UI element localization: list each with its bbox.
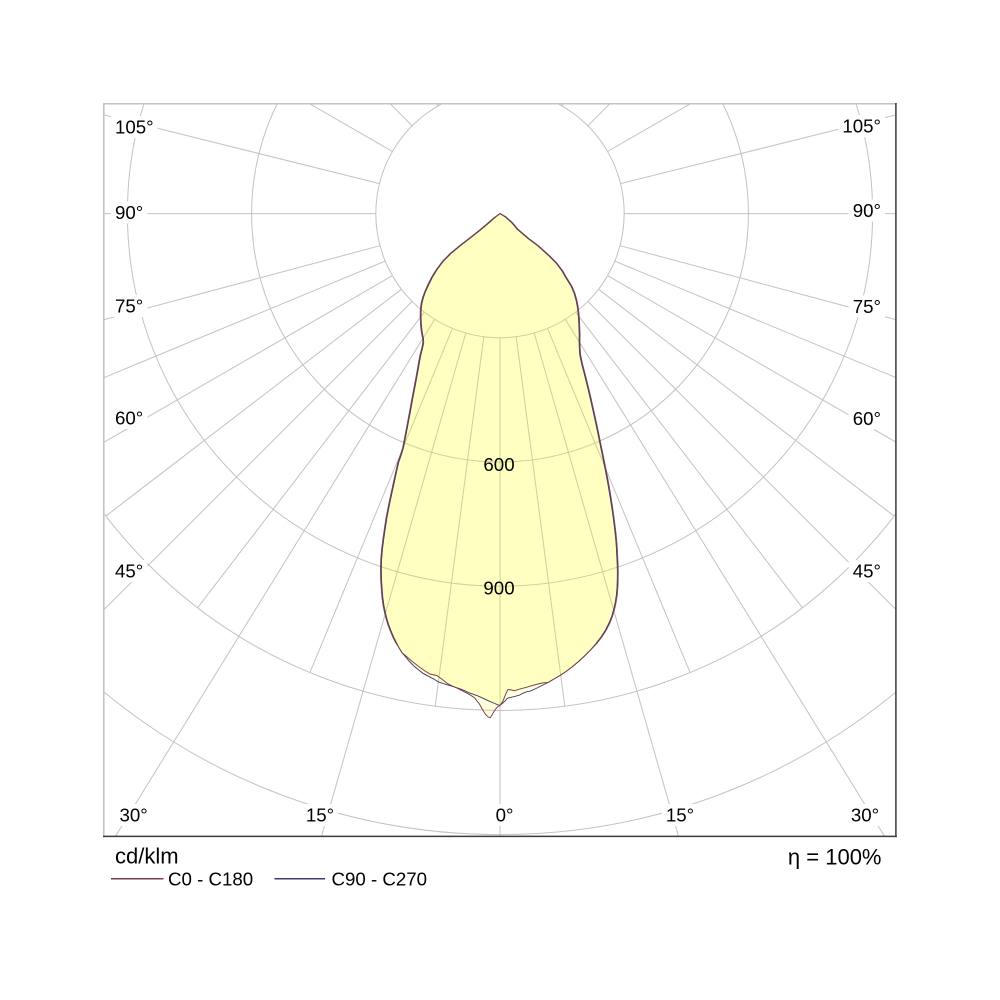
svg-text:75°: 75° [853,296,881,317]
svg-text:cd/klm: cd/klm [115,844,179,869]
svg-text:90°: 90° [853,200,881,221]
svg-text:90°: 90° [115,202,143,223]
svg-text:45°: 45° [115,561,143,582]
svg-text:C90 - C270: C90 - C270 [332,868,428,889]
svg-text:105°: 105° [115,117,154,138]
svg-text:0°: 0° [496,805,514,826]
svg-text:60°: 60° [853,408,881,429]
svg-text:105°: 105° [842,116,881,137]
svg-text:η = 100%: η = 100% [788,845,882,870]
svg-text:15°: 15° [666,805,694,826]
svg-text:45°: 45° [853,561,881,582]
svg-text:900: 900 [483,578,514,599]
svg-text:75°: 75° [115,296,143,317]
svg-text:30°: 30° [119,805,147,826]
svg-text:C0 - C180: C0 - C180 [168,868,253,889]
svg-text:60°: 60° [115,408,143,429]
svg-text:30°: 30° [851,805,879,826]
svg-text:600: 600 [483,454,514,475]
svg-text:15°: 15° [306,805,334,826]
